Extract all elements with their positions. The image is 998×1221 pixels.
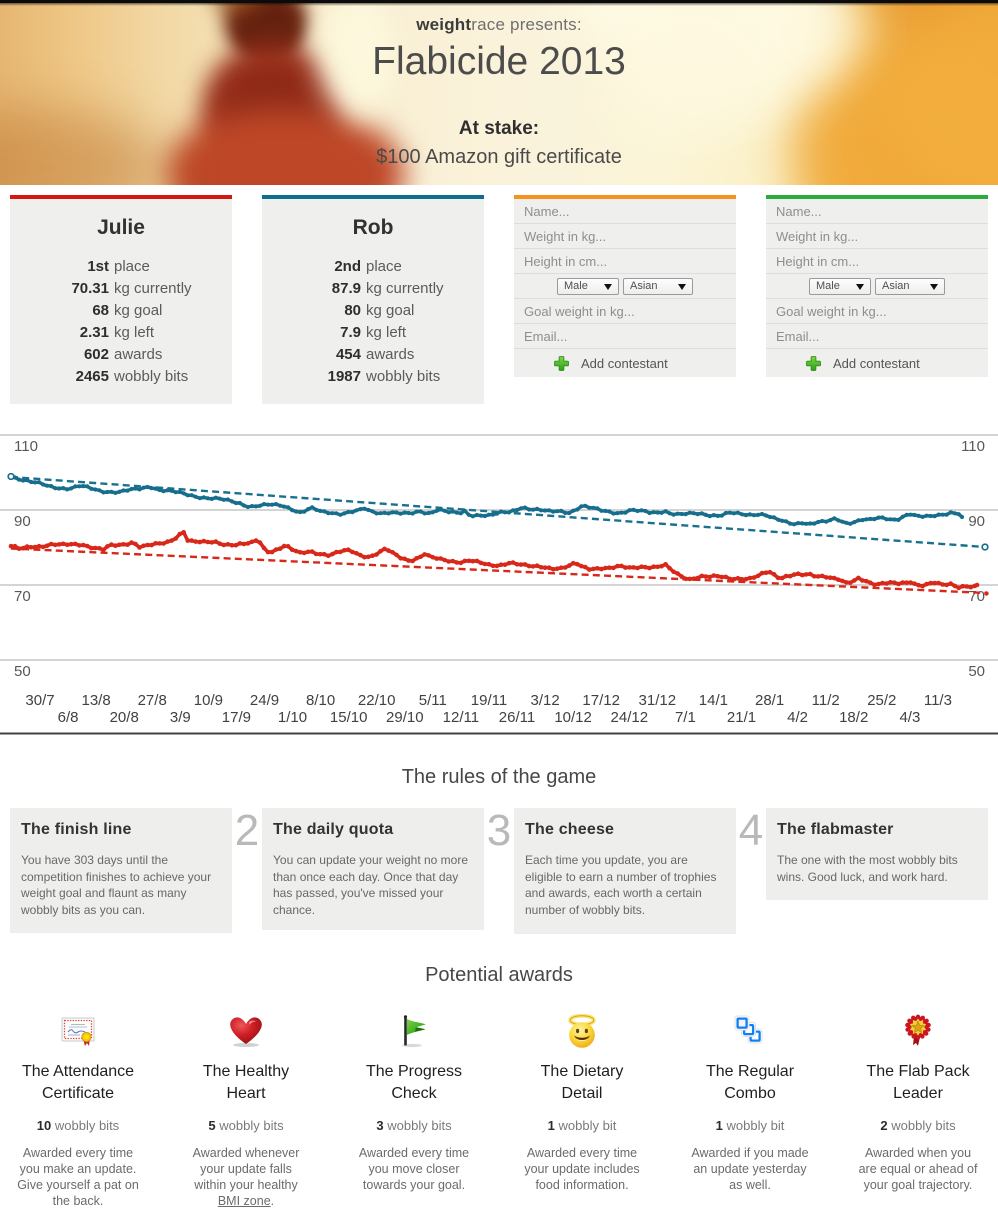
svg-text:10/9: 10/9: [194, 692, 223, 709]
svg-text:17/12: 17/12: [582, 692, 620, 709]
svg-text:31/12: 31/12: [639, 692, 677, 709]
svg-text:11/3: 11/3: [924, 692, 952, 709]
svg-text:6/8: 6/8: [58, 709, 79, 726]
svg-text:70: 70: [968, 588, 985, 605]
svg-text:24/9: 24/9: [250, 692, 279, 709]
svg-text:3/9: 3/9: [170, 709, 191, 726]
svg-text:21/1: 21/1: [727, 709, 756, 726]
svg-text:11/2: 11/2: [812, 692, 840, 709]
svg-text:3/12: 3/12: [530, 692, 559, 709]
svg-text:50: 50: [968, 663, 985, 680]
svg-text:7/1: 7/1: [675, 709, 696, 726]
svg-text:27/8: 27/8: [138, 692, 167, 709]
svg-text:18/2: 18/2: [839, 709, 868, 726]
svg-text:8/10: 8/10: [306, 692, 335, 709]
svg-text:110: 110: [14, 438, 38, 455]
svg-text:19/11: 19/11: [471, 692, 507, 709]
svg-text:70: 70: [14, 588, 31, 605]
svg-text:14/1: 14/1: [699, 692, 728, 709]
svg-text:22/10: 22/10: [358, 692, 396, 709]
svg-text:24/12: 24/12: [611, 709, 649, 726]
svg-text:30/7: 30/7: [25, 692, 54, 709]
svg-text:17/9: 17/9: [222, 709, 251, 726]
svg-text:1/10: 1/10: [278, 709, 307, 726]
svg-text:110: 110: [961, 438, 985, 455]
svg-text:10/12: 10/12: [554, 709, 592, 726]
svg-text:26/11: 26/11: [499, 709, 535, 726]
svg-text:5/11: 5/11: [419, 692, 447, 709]
svg-text:13/8: 13/8: [81, 692, 110, 709]
svg-text:50: 50: [14, 663, 31, 680]
svg-text:29/10: 29/10: [386, 709, 424, 726]
svg-text:15/10: 15/10: [330, 709, 368, 726]
svg-text:4/3: 4/3: [899, 709, 920, 726]
svg-text:4/2: 4/2: [787, 709, 808, 726]
svg-text:28/1: 28/1: [755, 692, 784, 709]
svg-text:90: 90: [14, 513, 31, 530]
svg-text:20/8: 20/8: [110, 709, 139, 726]
svg-text:12/11: 12/11: [443, 709, 479, 726]
svg-text:25/2: 25/2: [867, 692, 896, 709]
svg-text:90: 90: [968, 513, 985, 530]
